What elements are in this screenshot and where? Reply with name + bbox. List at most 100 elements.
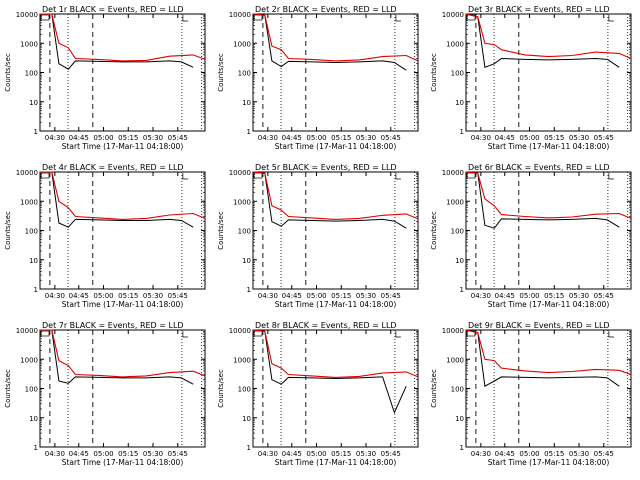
x-tick-label: 05:00 — [93, 134, 113, 142]
series-red-lld — [252, 171, 419, 220]
x-tick-label: 05:45 — [168, 292, 188, 300]
y-tick-label: 1000 — [446, 40, 464, 48]
x-tick-label: 05:45 — [594, 134, 614, 142]
y-tick-label: 10 — [242, 257, 251, 265]
y-tick-label: 1000 — [233, 198, 251, 206]
y-tick-label: 100 — [451, 228, 464, 236]
x-tick-label: 05:45 — [381, 134, 401, 142]
y-tick-label: 100 — [25, 228, 38, 236]
y-tick-label: 100 — [25, 386, 38, 394]
series-black-events — [252, 171, 407, 229]
y-tick-label: 1 — [247, 286, 251, 294]
y-tick-label: 10 — [29, 257, 38, 265]
y-tick-label: 1000 — [446, 198, 464, 206]
plot-frame — [252, 329, 419, 448]
x-tick-label: 04:45 — [69, 134, 89, 142]
x-tick-label: 05:30 — [356, 450, 376, 458]
series-black-events — [40, 13, 194, 70]
y-tick-label: 1 — [247, 128, 251, 136]
series-black-events — [465, 171, 620, 229]
y-tick-label: 100 — [451, 70, 464, 78]
chart-panel-5: Det 5r BLACK = Events, RED = LLD 1 10 100 10… — [217, 163, 419, 309]
y-tick-label: 10000 — [16, 169, 38, 177]
x-axis-label: Start Time (17-Mar-11 04:18:00) — [62, 300, 184, 309]
y-tick-label: 10000 — [229, 11, 251, 19]
x-tick-label: 04:30 — [471, 134, 491, 142]
x-tick-label: 05:45 — [594, 292, 614, 300]
series-black-events — [465, 329, 620, 387]
series-black-events — [252, 329, 407, 414]
y-tick-label: 1 — [34, 128, 38, 136]
series-red-lld — [40, 329, 206, 378]
plot-frame — [252, 171, 419, 290]
marker-bracket — [608, 15, 614, 22]
y-axis-label: Counts/sec — [4, 211, 12, 250]
y-tick-label: 10000 — [229, 327, 251, 335]
x-tick-label: 05:30 — [569, 450, 589, 458]
x-tick-label: 05:00 — [519, 292, 539, 300]
marker-bracket — [182, 331, 188, 338]
x-tick-label: 05:15 — [544, 292, 564, 300]
y-tick-label: 1000 — [20, 40, 38, 48]
series-red-lld — [465, 171, 632, 219]
x-tick-label: 05:15 — [331, 134, 351, 142]
y-tick-label: 100 — [25, 70, 38, 78]
marker-bracket — [182, 15, 188, 22]
x-tick-label: 04:45 — [282, 134, 302, 142]
x-tick-label: 05:30 — [569, 134, 589, 142]
x-tick-label: 05:15 — [118, 292, 138, 300]
saa-marker — [40, 330, 50, 337]
plot-frame — [465, 13, 632, 132]
y-tick-label: 10000 — [229, 169, 251, 177]
x-tick-label: 05:30 — [143, 450, 163, 458]
y-tick-label: 100 — [238, 386, 251, 394]
x-tick-label: 04:45 — [495, 450, 515, 458]
x-tick-label: 04:45 — [495, 292, 515, 300]
y-tick-label: 1000 — [20, 356, 38, 364]
x-tick-label: 04:30 — [45, 134, 65, 142]
chart-title: Det 4r BLACK = Events, RED = LLD — [42, 163, 184, 172]
y-tick-label: 10 — [455, 99, 464, 107]
saa-marker — [40, 172, 50, 179]
x-tick-label: 04:45 — [282, 292, 302, 300]
y-tick-label: 100 — [451, 386, 464, 394]
y-axis-label: Counts/sec — [217, 369, 225, 408]
x-tick-label: 05:15 — [118, 134, 138, 142]
series-black-events — [252, 13, 407, 71]
y-tick-label: 1000 — [446, 356, 464, 364]
chart-title: Det 5r BLACK = Events, RED = LLD — [255, 163, 397, 172]
x-tick-label: 04:30 — [258, 134, 278, 142]
y-tick-label: 1 — [34, 286, 38, 294]
marker-bracket — [608, 331, 614, 338]
x-axis-label: Start Time (17-Mar-11 04:18:00) — [488, 142, 610, 151]
series-red-lld — [252, 329, 419, 378]
y-axis-label: Counts/sec — [4, 369, 12, 408]
x-axis-label: Start Time (17-Mar-11 04:18:00) — [488, 458, 610, 467]
chart-title: Det 9r BLACK = Events, RED = LLD — [468, 321, 610, 330]
x-axis-label: Start Time (17-Mar-11 04:18:00) — [275, 458, 397, 467]
x-tick-label: 05:30 — [356, 292, 376, 300]
y-axis-label: Counts/sec — [217, 53, 225, 92]
marker-bracket — [395, 15, 401, 22]
y-tick-label: 1 — [460, 286, 464, 294]
x-tick-label: 04:45 — [495, 134, 515, 142]
chart-title: Det 6r BLACK = Events, RED = LLD — [468, 163, 610, 172]
marker-bracket — [395, 331, 401, 338]
y-tick-label: 10000 — [442, 327, 464, 335]
x-tick-label: 05:15 — [544, 134, 564, 142]
x-tick-label: 05:00 — [93, 450, 113, 458]
x-axis-label: Start Time (17-Mar-11 04:18:00) — [62, 458, 184, 467]
y-tick-label: 1000 — [233, 356, 251, 364]
x-tick-label: 05:15 — [118, 450, 138, 458]
x-axis-label: Start Time (17-Mar-11 04:18:00) — [275, 300, 397, 309]
x-axis-label: Start Time (17-Mar-11 04:18:00) — [62, 142, 184, 151]
y-tick-label: 100 — [238, 228, 251, 236]
chart-title: Det 2r BLACK = Events, RED = LLD — [255, 5, 397, 14]
x-tick-label: 04:45 — [69, 292, 89, 300]
x-tick-label: 04:30 — [45, 450, 65, 458]
y-tick-label: 10000 — [16, 327, 38, 335]
y-tick-label: 10000 — [442, 11, 464, 19]
x-tick-label: 05:00 — [306, 134, 326, 142]
series-red-lld — [252, 13, 419, 62]
